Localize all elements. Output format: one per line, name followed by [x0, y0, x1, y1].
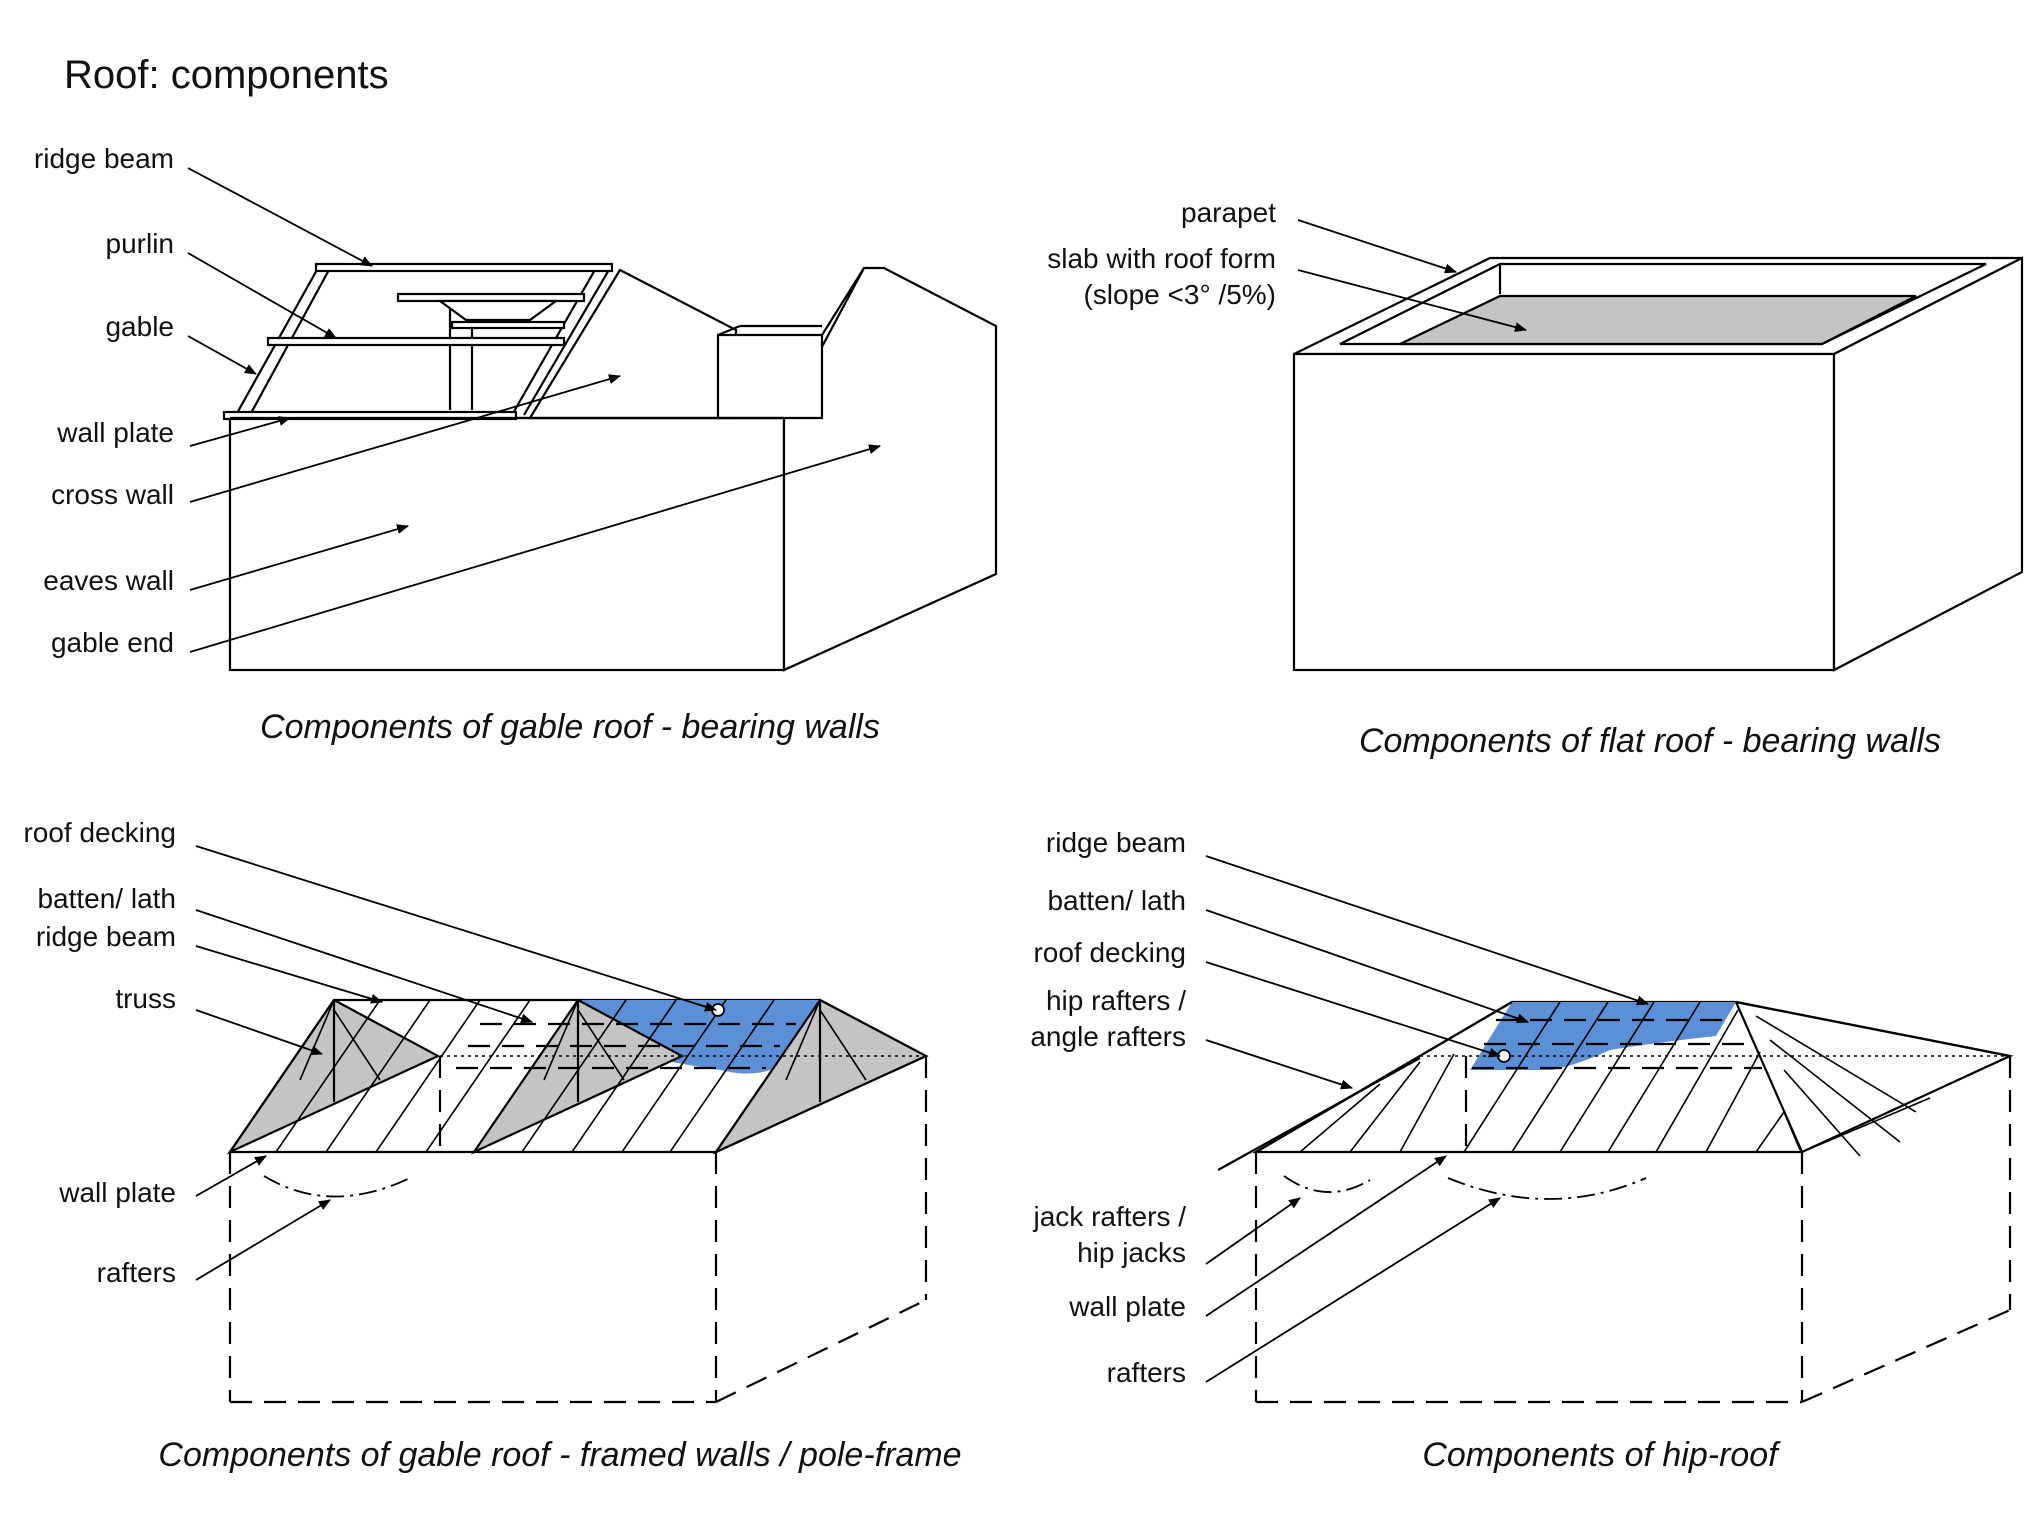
- label-rafters-hip: rafters: [1107, 1357, 1186, 1388]
- label-parapet: parapet: [1181, 197, 1276, 228]
- flat-bearing-labels: parapet slab with roof form (slope <3° /…: [1047, 197, 1276, 310]
- caption-gable-framed: Components of gable roof - framed walls …: [158, 1436, 961, 1474]
- framed-decking-patch: [572, 1000, 820, 1074]
- flat-bearing-drawing: [1292, 219, 2024, 672]
- label-cross-wall: cross wall: [51, 479, 174, 510]
- caption-flat-bearing: Components of flat roof - bearing walls: [1359, 722, 1941, 760]
- flat-wall-front: [1292, 352, 1836, 672]
- label-wall-plate-framed: wall plate: [58, 1177, 176, 1208]
- caption-gable-bearing: Components of gable roof - bearing walls: [260, 708, 880, 746]
- label-slab-line1: slab with roof form: [1047, 243, 1276, 274]
- eaves-wall-shape: [228, 416, 786, 672]
- gable-bearing-drawing: [187, 167, 998, 672]
- gable-framed-drawing: [195, 845, 929, 1404]
- label-rafters-framed: rafters: [97, 1257, 176, 1288]
- label-truss: truss: [115, 983, 176, 1014]
- gable-framed-labels: roof decking batten/ lath ridge beam tru…: [23, 817, 176, 1288]
- label-gable: gable: [105, 311, 174, 342]
- label-ridge-beam: ridge beam: [34, 143, 174, 174]
- label-wall-plate-hip: wall plate: [1068, 1291, 1186, 1322]
- flat-wall-side: [1832, 256, 2024, 672]
- label-batten-lath: batten/ lath: [37, 883, 176, 914]
- label-hip-line2: angle rafters: [1030, 1021, 1186, 1052]
- page-title: Roof: components: [64, 53, 389, 97]
- label-batten-lath-hip: batten/ lath: [1047, 885, 1186, 916]
- label-hip-line1: hip rafters /: [1046, 985, 1186, 1016]
- roof-slab-shape: [1399, 294, 1917, 346]
- label-jack-line1: jack rafters /: [1033, 1201, 1187, 1232]
- label-purlin: purlin: [106, 228, 174, 259]
- gable-end-shape: [782, 266, 998, 672]
- ridge-beam-shape: [314, 262, 614, 273]
- label-ridge-beam-framed: ridge beam: [36, 921, 176, 952]
- label-wall-plate: wall plate: [56, 417, 174, 448]
- label-jack-line2: hip jacks: [1077, 1237, 1186, 1268]
- hip-roof-labels: ridge beam batten/ lath roof decking hip…: [1030, 827, 1186, 1388]
- label-ridge-beam-hip: ridge beam: [1046, 827, 1186, 858]
- label-gable-end: gable end: [51, 627, 174, 658]
- label-eaves-wall: eaves wall: [43, 565, 174, 596]
- label-slab-line2: (slope <3° /5%): [1083, 279, 1276, 310]
- hip-roof-drawing: [1205, 855, 2014, 1404]
- caption-hip-roof: Components of hip-roof: [1422, 1436, 1781, 1474]
- label-roof-decking-hip: roof decking: [1033, 937, 1186, 968]
- gable-bearing-labels: ridge beam purlin gable wall plate cross…: [34, 143, 174, 658]
- label-roof-decking: roof decking: [23, 817, 176, 848]
- purlin-shape: [266, 336, 566, 347]
